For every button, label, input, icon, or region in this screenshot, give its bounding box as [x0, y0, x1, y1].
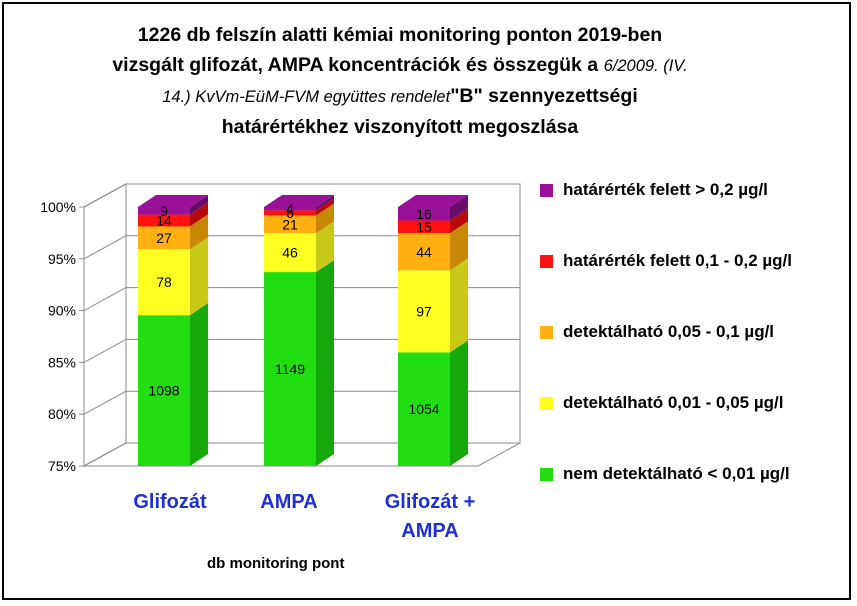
legend-swatch	[540, 254, 553, 268]
data-label: 1054	[408, 401, 439, 417]
gridline	[83, 338, 127, 363]
bar-segment-side	[450, 221, 468, 271]
category-label: AMPA	[260, 491, 318, 513]
bar-segment-side	[190, 202, 208, 227]
legend-label: határérték felett > 0,2 µg/l	[563, 180, 768, 199]
bar-segment-side	[316, 260, 334, 466]
bar-segment-front	[264, 207, 316, 211]
legend-swatch	[540, 467, 553, 481]
data-label: 15	[416, 219, 432, 235]
data-label: 14	[156, 213, 172, 229]
legend-label: detektálható 0,01 - 0,05 µg/l	[563, 393, 784, 412]
bar-segment-front	[398, 352, 450, 466]
gridline	[83, 287, 127, 312]
legend-label: határérték felett 0,1 - 0,2 µg/l	[563, 251, 792, 270]
bar-segment-front	[264, 210, 316, 216]
bar-segment-front	[398, 220, 450, 234]
bar-segment-front	[138, 207, 190, 215]
data-label: 1149	[275, 361, 305, 377]
bar-top	[264, 195, 334, 207]
data-label: 44	[416, 244, 432, 260]
bar-segment-side	[450, 208, 468, 234]
gridline	[83, 390, 127, 415]
legend-swatch	[540, 396, 553, 410]
bar-segment-side	[316, 203, 334, 234]
title-line-2-bold: vizsgált glifozát, AMPA koncentrációk és…	[112, 54, 604, 76]
gridline	[83, 183, 127, 208]
legend-item: határérték felett 0,1 - 0,2 µg/l	[540, 251, 792, 271]
data-label: 27	[156, 230, 172, 246]
category-label: Glifozát	[133, 491, 207, 513]
legend-label: nem detektálható < 0,01 µg/l	[563, 464, 790, 483]
bar-segment-front	[264, 215, 316, 234]
x-axis-label: db monitoring pont	[207, 555, 345, 572]
y-tick-label: 95%	[48, 251, 76, 267]
title-line-3: 14.) KvVm-EüM-FVM együttes rendelet"B" s…	[40, 81, 760, 112]
data-label: 46	[282, 245, 298, 261]
title-line-4: határértékhez viszonyított megoszlása	[221, 116, 579, 138]
bar-segment-front	[398, 207, 450, 221]
y-tick-label: 100%	[40, 199, 76, 215]
bar-segment-front	[138, 315, 190, 466]
data-label: 4	[286, 201, 294, 217]
data-label: 16	[416, 206, 432, 222]
title-line-2: vizsgált glifozát, AMPA koncentrációk és…	[40, 50, 760, 81]
title-line-3-italic: 14.) KvVm-EüM-FVM együttes rendelet	[162, 88, 451, 106]
bar-segment-side	[316, 195, 334, 211]
y-tick-label: 85%	[48, 354, 76, 370]
bar-segment-front	[264, 272, 316, 466]
y-tick-label: 75%	[48, 458, 76, 474]
y-tick-label: 90%	[48, 303, 76, 319]
bar-segment-front	[398, 233, 450, 271]
gridline	[83, 235, 127, 260]
data-label: 9	[160, 203, 168, 219]
bar-top	[398, 195, 468, 207]
bar-segment-side	[450, 258, 468, 353]
bar-segment-side	[316, 221, 334, 273]
data-label: 6	[286, 205, 294, 221]
legend-label: detektálható 0,05 - 0,1 µg/l	[563, 322, 775, 341]
bar-segment-side	[190, 237, 208, 316]
bar-segment-side	[190, 214, 208, 250]
data-label: 21	[282, 216, 298, 232]
data-label: 78	[156, 274, 172, 290]
title-line-3-bold: "B" szennyezettségi	[450, 85, 638, 107]
bar-segment-front	[138, 226, 190, 250]
bar-top	[138, 195, 208, 207]
title-line-1: 1226 db felszín alatti kémiai monitoring…	[137, 24, 663, 46]
bar-segment-front	[398, 270, 450, 353]
bar-segment-front	[138, 249, 190, 316]
gridline	[83, 442, 127, 467]
legend-swatch	[540, 183, 553, 197]
legend-item: detektálható 0,01 - 0,05 µg/l	[540, 393, 784, 413]
bar-segment-front	[138, 214, 190, 227]
bar-segment-front	[264, 233, 316, 273]
legend-item: nem detektálható < 0,01 µg/l	[540, 464, 790, 484]
bar-segment-side	[450, 195, 468, 221]
y-tick-label: 80%	[48, 406, 76, 422]
data-label: 1098	[148, 383, 179, 399]
side-wall	[83, 183, 127, 467]
data-label: 97	[416, 303, 432, 319]
floor	[84, 442, 521, 467]
bar-segment-side	[450, 340, 468, 466]
chart-title: 1226 db felszín alatti kémiai monitoring…	[40, 20, 760, 142]
legend-swatch	[540, 325, 553, 339]
bar-segment-side	[316, 198, 334, 216]
bar-segment-side	[190, 303, 208, 466]
legend-item: határérték felett > 0,2 µg/l	[540, 180, 768, 200]
title-line-2-italic: 6/2009. (IV.	[603, 57, 688, 75]
category-label: Glifozát + AMPA	[384, 491, 476, 542]
legend-item: detektálható 0,05 - 0,1 µg/l	[540, 322, 774, 342]
bar-segment-side	[190, 195, 208, 215]
